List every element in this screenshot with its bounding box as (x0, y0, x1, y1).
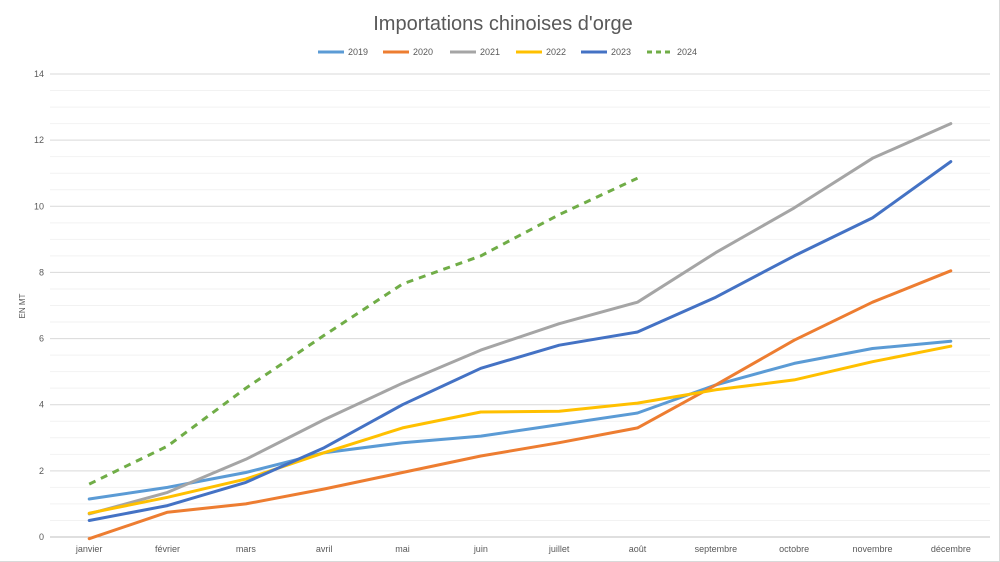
series-line-2024 (88, 176, 639, 486)
legend-label-2020: 2020 (413, 47, 433, 57)
x-tick-label: juin (473, 544, 488, 554)
y-axis-label: EN MT (18, 293, 27, 318)
x-tick-label: novembre (852, 544, 892, 554)
series-line-2022 (87, 344, 953, 515)
y-tick-label: 0 (39, 532, 44, 542)
x-axis: janvier février mars avril mai juin juillet aoû… (50, 536, 990, 554)
series-line-2020 (87, 269, 953, 541)
series-line-2019 (87, 339, 953, 501)
x-tick-label: mars (236, 544, 256, 554)
series-line-2023 (87, 160, 953, 522)
x-tick-label: décembre (931, 544, 971, 554)
y-axis: 0 2 4 6 8 10 12 14 (34, 69, 44, 542)
legend-label-2023: 2023 (611, 47, 631, 57)
x-tick-label: octobre (779, 544, 809, 554)
chart-title: Importations chinoises d'orge (373, 13, 633, 35)
x-tick-label: mai (395, 544, 410, 554)
x-tick-label: février (155, 544, 180, 554)
legend-label-2024: 2024 (677, 47, 697, 57)
legend-label-2019: 2019 (348, 47, 368, 57)
x-tick-label: août (629, 544, 647, 554)
x-tick-label: septembre (695, 544, 738, 554)
x-tick-label: avril (316, 544, 333, 554)
series-lines (87, 122, 953, 541)
y-tick-label: 8 (39, 267, 44, 277)
x-tick-label: juillet (548, 544, 570, 554)
x-tick-label: janvier (75, 544, 103, 554)
y-tick-label: 4 (39, 400, 44, 410)
gridlines (50, 73, 990, 538)
legend-label-2022: 2022 (546, 47, 566, 57)
y-tick-label: 2 (39, 466, 44, 476)
legend: 2019 2020 2021 2022 2023 2024 (318, 47, 697, 57)
series-line-2021 (87, 122, 953, 516)
y-tick-label: 6 (39, 334, 44, 344)
legend-label-2021: 2021 (480, 47, 500, 57)
y-tick-label: 10 (34, 201, 44, 211)
y-tick-label: 12 (34, 135, 44, 145)
y-tick-label: 14 (34, 69, 44, 79)
